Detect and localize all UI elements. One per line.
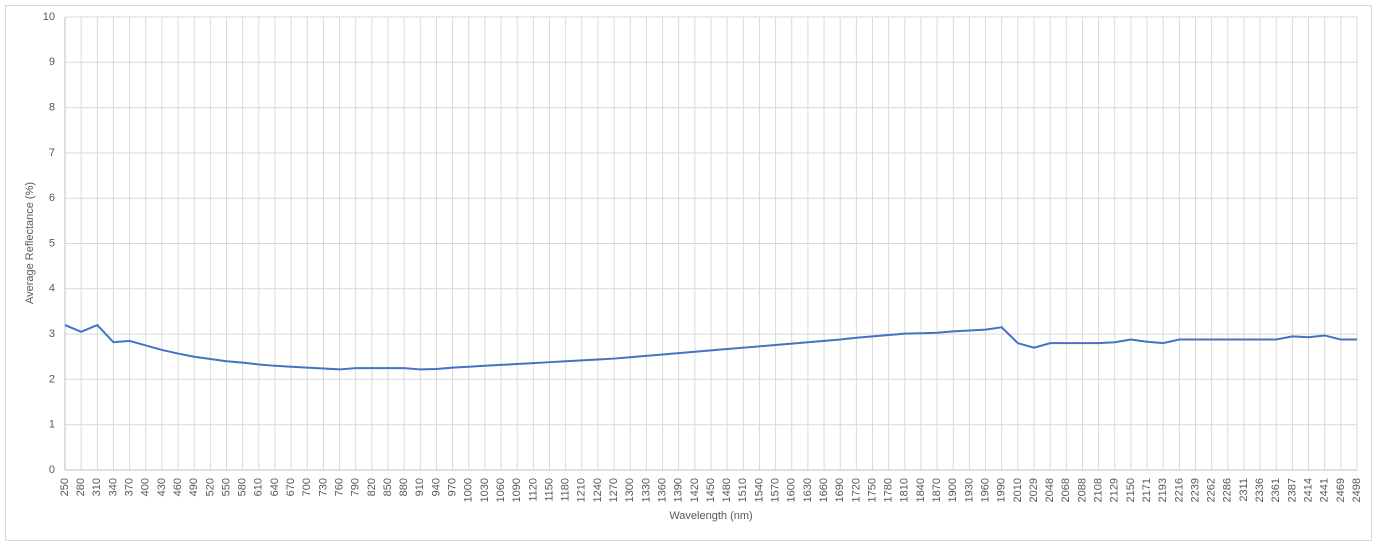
y-tick-label: 1 bbox=[49, 419, 55, 431]
x-tick-label: 430 bbox=[156, 478, 168, 496]
x-tick-label: 1450 bbox=[705, 478, 717, 502]
x-tick-label: 2469 bbox=[1335, 478, 1347, 502]
x-tick-label: 940 bbox=[430, 478, 442, 496]
y-tick-label: 6 bbox=[49, 192, 55, 204]
x-tick-label: 1150 bbox=[543, 478, 555, 502]
x-tick-label: 2068 bbox=[1060, 478, 1072, 502]
y-tick-label: 9 bbox=[49, 56, 55, 68]
x-tick-label: 1750 bbox=[866, 478, 878, 502]
x-tick-label: 580 bbox=[237, 478, 249, 496]
x-axis-title: Wavelength (nm) bbox=[669, 510, 752, 522]
x-tick-label: 1900 bbox=[947, 478, 959, 502]
x-tick-label: 1510 bbox=[737, 478, 749, 502]
x-tick-label: 730 bbox=[317, 478, 329, 496]
x-tick-label: 760 bbox=[333, 478, 345, 496]
x-tick-label: 1390 bbox=[673, 478, 685, 502]
x-tick-label: 1960 bbox=[979, 478, 991, 502]
x-tick-label: 670 bbox=[285, 478, 297, 496]
x-tick-label: 850 bbox=[382, 478, 394, 496]
x-tick-label: 1030 bbox=[479, 478, 491, 502]
x-tick-label: 1690 bbox=[834, 478, 846, 502]
x-tick-label: 2108 bbox=[1093, 478, 1105, 502]
x-tick-label: 1840 bbox=[915, 478, 927, 502]
x-tick-label: 1360 bbox=[656, 478, 668, 502]
x-tick-label: 1270 bbox=[608, 478, 620, 502]
x-tick-label: 2010 bbox=[1012, 478, 1024, 502]
x-tick-label: 1120 bbox=[527, 478, 539, 502]
x-tick-label: 370 bbox=[124, 478, 136, 496]
x-tick-label: 550 bbox=[220, 478, 232, 496]
x-tick-label: 1990 bbox=[996, 478, 1008, 502]
x-tick-label: 640 bbox=[269, 478, 281, 496]
x-tick-label: 1060 bbox=[495, 478, 507, 502]
x-tick-label: 2088 bbox=[1076, 478, 1088, 502]
chart-frame bbox=[5, 5, 1372, 541]
x-tick-label: 790 bbox=[350, 478, 362, 496]
x-tick-label: 2361 bbox=[1270, 478, 1282, 502]
y-tick-label: 3 bbox=[49, 328, 55, 340]
x-tick-label: 2150 bbox=[1125, 478, 1137, 502]
x-tick-label: 2498 bbox=[1351, 478, 1363, 502]
x-tick-label: 2286 bbox=[1222, 478, 1234, 502]
x-tick-label: 2311 bbox=[1238, 478, 1250, 502]
x-tick-label: 2048 bbox=[1044, 478, 1056, 502]
y-tick-label: 5 bbox=[49, 237, 55, 249]
x-tick-label: 1630 bbox=[802, 478, 814, 502]
y-tick-label: 4 bbox=[49, 283, 55, 295]
x-tick-label: 1660 bbox=[818, 478, 830, 502]
y-tick-label: 7 bbox=[49, 147, 55, 159]
y-axis-title: Average Reflectance (%) bbox=[24, 182, 36, 304]
x-tick-label: 400 bbox=[140, 478, 152, 496]
x-tick-label: 460 bbox=[172, 478, 184, 496]
x-tick-label: 1000 bbox=[463, 478, 475, 502]
y-tick-label: 0 bbox=[49, 464, 55, 476]
x-tick-label: 1600 bbox=[786, 478, 798, 502]
x-tick-label: 1300 bbox=[624, 478, 636, 502]
x-tick-label: 520 bbox=[204, 478, 216, 496]
x-tick-label: 700 bbox=[301, 478, 313, 496]
x-tick-label: 340 bbox=[107, 478, 119, 496]
x-tick-label: 820 bbox=[366, 478, 378, 496]
x-tick-label: 2193 bbox=[1157, 478, 1169, 502]
x-tick-label: 1930 bbox=[963, 478, 975, 502]
x-tick-label: 2171 bbox=[1141, 478, 1153, 502]
x-tick-label: 1180 bbox=[560, 478, 572, 502]
x-tick-label: 490 bbox=[188, 478, 200, 496]
x-tick-label: 610 bbox=[253, 478, 265, 496]
x-tick-label: 2216 bbox=[1173, 478, 1185, 502]
x-tick-label: 1720 bbox=[850, 478, 862, 502]
x-tick-label: 2029 bbox=[1028, 478, 1040, 502]
x-tick-label: 1420 bbox=[689, 478, 701, 502]
x-tick-label: 910 bbox=[414, 478, 426, 496]
x-tick-label: 2441 bbox=[1319, 478, 1331, 502]
x-tick-label: 1210 bbox=[576, 478, 588, 502]
x-tick-label: 1090 bbox=[511, 478, 523, 502]
x-tick-label: 880 bbox=[398, 478, 410, 496]
x-tick-label: 1540 bbox=[753, 478, 765, 502]
x-tick-label: 1330 bbox=[640, 478, 652, 502]
x-tick-label: 2129 bbox=[1109, 478, 1121, 502]
x-tick-label: 2414 bbox=[1302, 478, 1314, 502]
x-tick-label: 2387 bbox=[1286, 478, 1298, 502]
y-tick-label: 2 bbox=[49, 373, 55, 385]
x-tick-label: 310 bbox=[91, 478, 103, 496]
x-tick-label: 280 bbox=[75, 478, 87, 496]
x-tick-label: 1480 bbox=[721, 478, 733, 502]
x-tick-label: 1240 bbox=[592, 478, 604, 502]
x-tick-label: 970 bbox=[447, 478, 459, 496]
x-tick-label: 1810 bbox=[899, 478, 911, 502]
y-tick-label: 8 bbox=[49, 102, 55, 114]
x-tick-label: 1570 bbox=[770, 478, 782, 502]
x-tick-label: 2239 bbox=[1189, 478, 1201, 502]
x-tick-label: 250 bbox=[59, 478, 71, 496]
data-line bbox=[64, 323, 1357, 371]
x-tick-label: 2336 bbox=[1254, 478, 1266, 502]
x-tick-label: 2262 bbox=[1206, 478, 1218, 502]
x-tick-label: 1870 bbox=[931, 478, 943, 502]
x-tick-label: 1780 bbox=[883, 478, 895, 502]
y-tick-label: 10 bbox=[43, 11, 55, 23]
